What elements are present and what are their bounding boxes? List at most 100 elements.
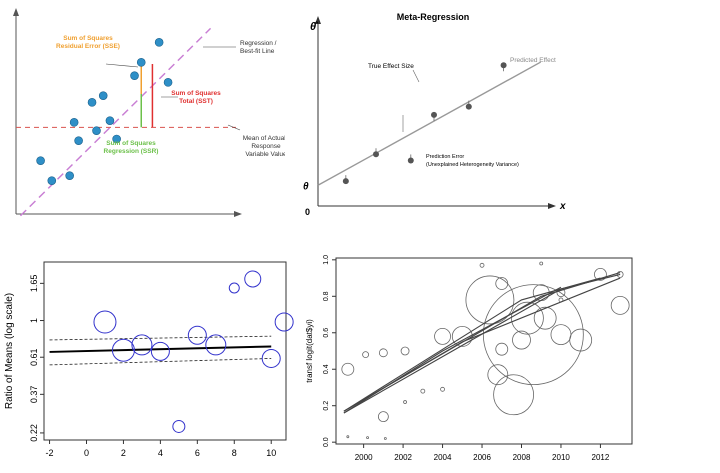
y-tick-label: 0.6 — [323, 328, 330, 338]
study-bubble — [465, 275, 515, 325]
study-bubble — [569, 328, 593, 352]
x-axis-arrow — [548, 203, 556, 209]
study-bubble — [434, 328, 451, 345]
data-point — [154, 38, 164, 47]
study-bubble — [93, 310, 117, 334]
log-ratio-bubble-chart: -2 0 2 4 6 8 10 1.65 1 0.61 0.37 0.22 Ratio of Means… — [4, 261, 294, 458]
y-tick-label: 0.0 — [323, 437, 330, 447]
study-bubble — [512, 330, 531, 350]
y-tick-label: 1.0 — [323, 255, 330, 265]
study-bubble — [274, 312, 294, 332]
study-bubble — [610, 296, 630, 315]
study-bubble — [420, 388, 426, 394]
data-point — [105, 116, 115, 125]
study-bubble — [495, 277, 509, 290]
study-bubble — [482, 284, 584, 385]
x-tick-label: 2004 — [434, 453, 452, 462]
plot-frame — [43, 261, 287, 441]
study-bubble — [479, 262, 485, 268]
study-bubble — [495, 342, 509, 356]
y-axis-arrow — [13, 8, 19, 16]
x-tick-label: 2000 — [355, 453, 373, 462]
y-tick-label: 0.2 — [323, 401, 330, 411]
meta-regression-chart: Meta-Regression θ̂ θ 0 x True Effect Size Pred… — [303, 12, 566, 217]
true-effect-label: True Effect Size — [368, 63, 414, 70]
fit-line — [343, 277, 621, 412]
effect-point — [373, 151, 379, 158]
chart-title: Meta-Regression — [397, 12, 470, 22]
x-tick-label: 2002 — [394, 453, 412, 462]
study-bubble — [346, 435, 350, 439]
fit-line — [343, 286, 562, 414]
prediction-error-label: Prediction Error — [426, 154, 464, 160]
x-tick-label: 6 — [195, 448, 200, 458]
data-point — [47, 176, 57, 185]
effect-point — [431, 111, 437, 118]
effect-point — [500, 62, 507, 69]
prediction-error-sub: (Unexplained Heterogeneity Variance) — [426, 162, 519, 168]
y-tick-label: 0.4 — [323, 364, 330, 374]
mean-pointer — [227, 124, 241, 131]
x-tick-label: 2008 — [513, 453, 531, 462]
regression-line — [317, 61, 542, 186]
study-bubble — [377, 411, 389, 423]
best-fit-line — [19, 27, 212, 217]
study-bubble — [493, 374, 535, 416]
study-bubble — [341, 362, 355, 376]
x-axis-label: x — [559, 201, 566, 212]
study-bubble — [131, 334, 153, 356]
study-bubble — [550, 324, 572, 345]
y-tick-label: 1 — [29, 318, 39, 323]
data-point — [98, 91, 108, 100]
study-bubble — [440, 386, 445, 392]
x-tick-label: 0 — [84, 448, 89, 458]
study-bubble — [378, 348, 388, 358]
data-point — [36, 156, 45, 165]
study-bubble — [403, 400, 407, 404]
study-bubble — [366, 436, 369, 440]
x-tick-label: 2 — [121, 448, 126, 458]
true-effect-pointer — [412, 69, 420, 83]
plot-frame — [335, 257, 633, 445]
ssr-label: Regression (SSR) — [104, 148, 159, 155]
regression-line — [49, 345, 272, 353]
study-bubble — [533, 306, 557, 330]
study-bubble — [150, 341, 170, 361]
y-tick-label: 0.22 — [29, 424, 39, 442]
x-tick-label: 2006 — [473, 453, 491, 462]
y-tick-label: 1.65 — [29, 275, 39, 293]
sse-label: Sum of Squares — [63, 35, 113, 42]
study-bubble — [228, 282, 240, 294]
data-point — [65, 171, 74, 180]
data-point — [136, 58, 146, 67]
y-tick-label: 0.61 — [29, 348, 39, 366]
y-tick-label: 0.37 — [29, 386, 39, 404]
study-bubble — [383, 437, 387, 440]
study-bubble — [187, 325, 207, 345]
sst-label: Total (SST) — [179, 98, 213, 105]
study-bubble — [487, 364, 509, 386]
effect-point — [342, 178, 349, 185]
mean-label: Mean of Actual / — [243, 135, 285, 142]
data-point — [130, 71, 139, 80]
ci-upper — [49, 335, 272, 341]
y-axis-label: transf logit(dat$yi) — [305, 319, 314, 383]
mean-label: Response — [251, 143, 281, 150]
x-tick-label: 2010 — [552, 453, 570, 462]
intercept-label: θ — [303, 181, 309, 192]
data-point — [74, 136, 83, 145]
study-bubble — [362, 351, 369, 359]
study-bubble — [261, 348, 281, 368]
study-bubble — [539, 261, 544, 266]
data-point — [87, 98, 97, 107]
ci-lower — [49, 358, 272, 366]
origin-label: 0 — [305, 207, 310, 217]
fit-label: Best-fit Line — [240, 48, 275, 55]
data-point — [69, 118, 79, 127]
sse-pointer — [105, 63, 139, 68]
fit-label: Regression / — [240, 40, 277, 47]
sst-label: Sum of Squares — [171, 90, 221, 97]
effect-point — [465, 103, 472, 110]
x-tick-label: 4 — [158, 448, 163, 458]
